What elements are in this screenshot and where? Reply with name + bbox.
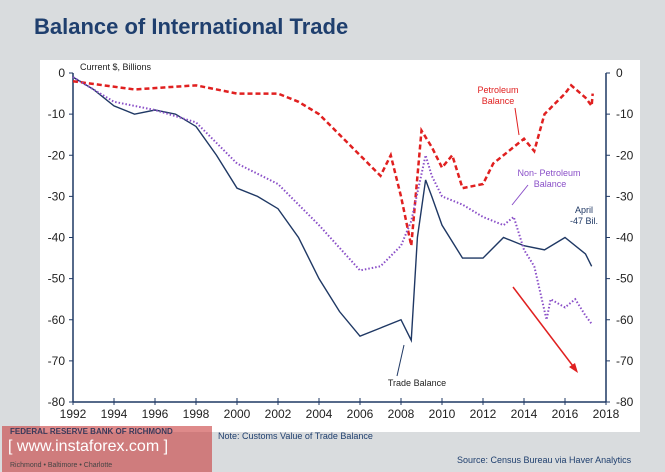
x-tick-label: 2010 (429, 407, 456, 421)
annotation-petroleum: Balance (482, 96, 515, 106)
trade-pointer (396, 344, 405, 377)
trend-arrowhead (569, 363, 578, 373)
series-line-petroleum-balance (72, 79, 594, 246)
x-tick-label: 2002 (265, 407, 292, 421)
logo-cities: Richmond • Baltimore • Charlotte (10, 462, 113, 469)
x-tick-label: 2000 (224, 407, 251, 421)
y-tick-label-left: -60 (48, 313, 66, 327)
y-axis-label: Current $, Billions (80, 62, 152, 72)
x-tick-label: 1996 (142, 407, 169, 421)
y-tick-label-left: 0 (58, 66, 65, 80)
y-tick-label-left: -40 (48, 231, 66, 245)
annotation-april: -47 Bil. (570, 216, 598, 226)
annotation-trade: Trade Balance (388, 378, 446, 388)
y-tick-label-right: -50 (616, 272, 634, 286)
x-tick-label: 2012 (470, 407, 497, 421)
y-tick-label-right: -40 (616, 231, 634, 245)
y-tick-label-right: -70 (616, 354, 634, 368)
x-tick-label: 2006 (347, 407, 374, 421)
x-tick-label: 2008 (388, 407, 415, 421)
y-tick-label-right: -20 (616, 148, 634, 162)
x-tick-label: 1992 (60, 407, 87, 421)
annotation-nonpetroleum: Non- Petroleum (517, 168, 580, 178)
annotation-april: April (575, 205, 593, 215)
y-tick-label-left: -20 (48, 148, 66, 162)
y-tick-label-right: -60 (616, 313, 634, 327)
page-title: Balance of International Trade (34, 14, 349, 39)
y-tick-label-right: -80 (616, 395, 634, 409)
chart-panel (40, 60, 640, 432)
series-line-trade-balance (72, 76, 593, 343)
source: Source: Census Bureau via Haver Analytic… (457, 455, 632, 465)
y-tick-label-left: -50 (48, 272, 66, 286)
x-tick-label: 1994 (101, 407, 128, 421)
y-tick-label-left: -70 (48, 354, 66, 368)
y-tick-label-left: -80 (48, 395, 66, 409)
x-tick-label: 2004 (306, 407, 333, 421)
x-tick-label: 2018 (593, 407, 620, 421)
note: Note: Customs Value of Trade Balance (218, 431, 373, 441)
y-tick-label-left: -30 (48, 189, 66, 203)
x-tick-label: 2016 (552, 407, 579, 421)
trend-arrow (512, 286, 577, 371)
y-tick-label-left: -10 (48, 107, 66, 121)
logo-watermark: FEDERAL RESERVE BANK OF RICHMOND [ www.i… (2, 426, 212, 472)
petroleum-pointer (514, 107, 520, 136)
watermark-text: [ www.instaforex.com ] (8, 438, 169, 455)
annotation-petroleum: Petroleum (477, 85, 518, 95)
x-tick-label: 1998 (183, 407, 210, 421)
y-tick-label-right: 0 (616, 66, 623, 80)
fed-logo-text: FEDERAL RESERVE BANK OF RICHMOND (10, 427, 173, 436)
y-tick-label-right: -10 (616, 107, 634, 121)
nonpetroleum-pointer (511, 184, 529, 206)
y-tick-label-right: -30 (616, 189, 634, 203)
x-tick-label: 2014 (511, 407, 538, 421)
series-line-nonpetroleum-balance (72, 76, 593, 325)
annotation-nonpetroleum: Balance (534, 179, 567, 189)
